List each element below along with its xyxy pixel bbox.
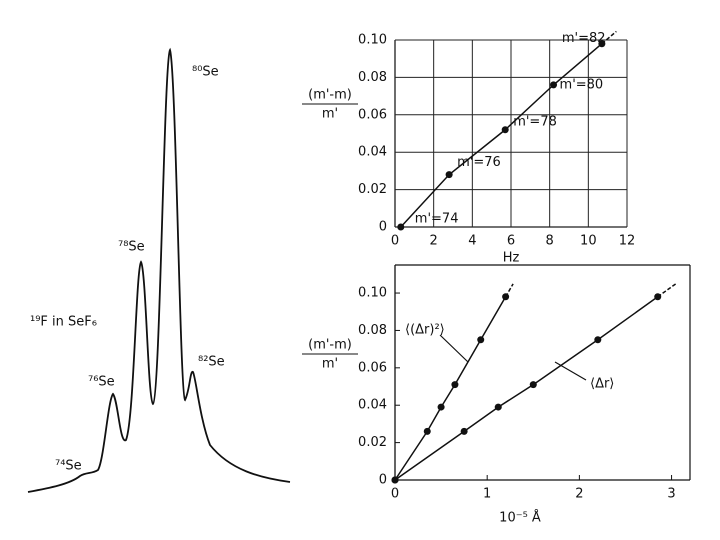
y-tick-label: 0.06 [358,360,387,375]
x-tick-label: 0 [391,234,399,249]
y-tick-label: 0.04 [358,145,387,160]
data-point [598,40,606,48]
y-tick-label: 0.02 [358,182,387,197]
data-point [550,81,558,89]
x-tick-label: 6 [507,234,515,249]
annotation: ¹⁹F in SeF₆ [30,315,97,330]
y-tick-label: 0.10 [358,33,387,48]
y-axis-label-denominator: m' [322,107,338,122]
peak-label: ⁷⁸Se [118,240,145,255]
data-point [437,403,445,411]
y-tick-label: 0 [379,473,387,488]
y-tick-label: 0 [379,220,387,235]
x-axis-label: Hz [503,251,520,266]
data-point [397,223,405,231]
data-point [594,336,602,344]
x-tick-label: 2 [575,487,583,502]
peak-label: ⁷⁴Se [55,459,82,474]
point-label: m'=78 [513,114,557,129]
x-tick-label: 1 [483,487,491,502]
data-point [654,293,662,301]
y-tick-label: 0.02 [358,435,387,450]
y-tick-label: 0.06 [358,107,387,122]
data-point [501,126,509,134]
data-point [460,427,468,435]
y-axis-label-numerator: (m'-m) [308,338,352,353]
data-point [502,293,510,301]
x-tick-label: 12 [619,234,636,249]
peak-label: ⁸²Se [198,355,225,370]
y-tick-label: 0.08 [358,323,387,338]
point-label: m'=74 [415,212,459,227]
y-axis-label-denominator: m' [322,357,338,372]
y-tick-label: 0.08 [358,70,387,85]
x-tick-label: 8 [546,234,554,249]
peak-label: ⁸⁰Se [192,65,219,80]
x-tick-label: 4 [468,234,476,249]
x-tick-label: 10 [580,234,597,249]
y-axis-label-numerator: (m'-m) [308,88,352,103]
point-label: m'=80 [560,77,604,92]
x-tick-label: 0 [391,487,399,502]
data-point [529,381,537,389]
series-label: ⟨Δr⟩ [590,377,614,392]
data-point [391,476,399,484]
point-label: m'=82 [562,31,606,46]
point-label: m'=76 [457,155,501,170]
series-line [394,296,659,481]
data-point [423,427,431,435]
data-point [477,336,485,344]
x-axis-label: 10⁻⁵ Å [499,510,541,526]
y-tick-label: 0.04 [358,398,387,413]
series-label-leader [439,334,469,363]
x-tick-label: 3 [667,487,675,502]
data-point [494,403,502,411]
data-point [445,171,453,179]
y-tick-label: 0.10 [358,286,387,301]
x-tick-label: 2 [430,234,438,249]
trend-extension [657,283,677,298]
series-line [394,296,507,481]
series-label: ⟨(Δr)²⟩ [405,323,445,338]
peak-label: ⁷⁶Se [88,375,115,390]
data-point [451,381,459,389]
spectrum-curve [27,47,291,493]
series-label-leader [554,361,587,381]
